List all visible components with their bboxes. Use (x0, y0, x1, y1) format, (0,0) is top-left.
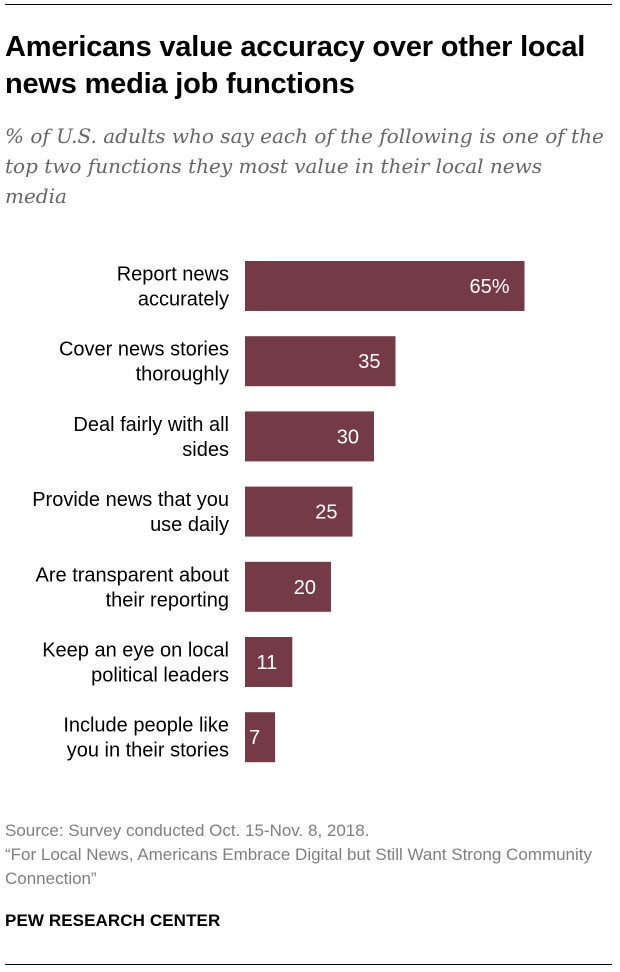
category-label: Provide news that you (32, 489, 229, 511)
category-label: political leaders (91, 665, 229, 687)
chart-subtitle: % of U.S. adults who say each of the fol… (5, 124, 604, 208)
source-note: Source: Survey conducted Oct. 15-Nov. 8,… (5, 819, 610, 891)
bar-value-label: 30 (337, 426, 359, 448)
bar-value-label: 25 (315, 502, 337, 524)
bar-value-label: 35 (358, 351, 380, 373)
category-label: Cover news stories (59, 339, 229, 361)
chart-title: Americans value accuracy over other loca… (5, 31, 586, 100)
category-label: thoroughly (136, 364, 229, 386)
bottom-rule (5, 964, 612, 965)
pew-research-center-logo: PEW RESEARCH CENTER (5, 911, 221, 930)
report-title-line: “For Local News, Americans Embrace Digit… (5, 845, 593, 888)
category-label: their reporting (106, 589, 229, 611)
category-label: Deal fairly with all (73, 414, 229, 436)
category-label: accurately (138, 289, 229, 311)
category-label: Are transparent about (36, 564, 230, 586)
category-label: Keep an eye on local (42, 640, 229, 662)
bar (245, 261, 525, 311)
bar-value-label: 7 (249, 727, 260, 749)
bar (245, 486, 353, 537)
category-label: sides (182, 439, 229, 461)
category-label: Report news (117, 264, 229, 286)
source-line: Source: Survey conducted Oct. 15-Nov. 8,… (5, 821, 370, 840)
bar-value-label: 65% (469, 276, 509, 298)
bar (245, 712, 276, 763)
bar (245, 336, 396, 387)
top-rule (5, 4, 612, 5)
bar (245, 637, 293, 687)
category-label: use daily (150, 514, 229, 536)
bar-value-label: 20 (294, 577, 316, 599)
category-label: Include people like (63, 715, 229, 737)
bar (245, 411, 374, 462)
bar-value-label: 11 (257, 652, 278, 674)
category-label: you in their stories (67, 740, 229, 762)
bar (245, 561, 331, 612)
